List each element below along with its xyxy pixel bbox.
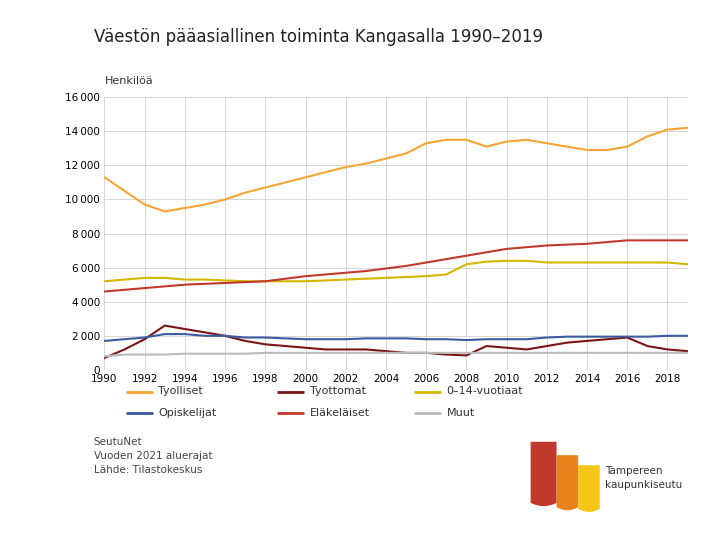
Text: SeutuNet
Vuoden 2021 aluerajat
Lähde: Tilastokeskus: SeutuNet Vuoden 2021 aluerajat Lähde: Ti… xyxy=(94,437,212,475)
Text: Tyottomat: Tyottomat xyxy=(310,387,366,396)
PathPatch shape xyxy=(557,455,578,510)
Text: Henkilöä: Henkilöä xyxy=(104,76,153,86)
PathPatch shape xyxy=(531,442,557,506)
Text: Tyolliset: Tyolliset xyxy=(158,387,203,396)
PathPatch shape xyxy=(578,465,600,512)
Text: Muut: Muut xyxy=(446,408,474,418)
Text: Eläkeläiset: Eläkeläiset xyxy=(310,408,370,418)
Text: Tampereen
kaupunkiseutu: Tampereen kaupunkiseutu xyxy=(605,467,682,489)
Text: Opiskelijat: Opiskelijat xyxy=(158,408,217,418)
Text: Väestön pääasiallinen toiminta Kangasalla 1990–2019: Väestön pääasiallinen toiminta Kangasall… xyxy=(94,28,543,46)
Text: 0–14-vuotiaat: 0–14-vuotiaat xyxy=(446,387,523,396)
